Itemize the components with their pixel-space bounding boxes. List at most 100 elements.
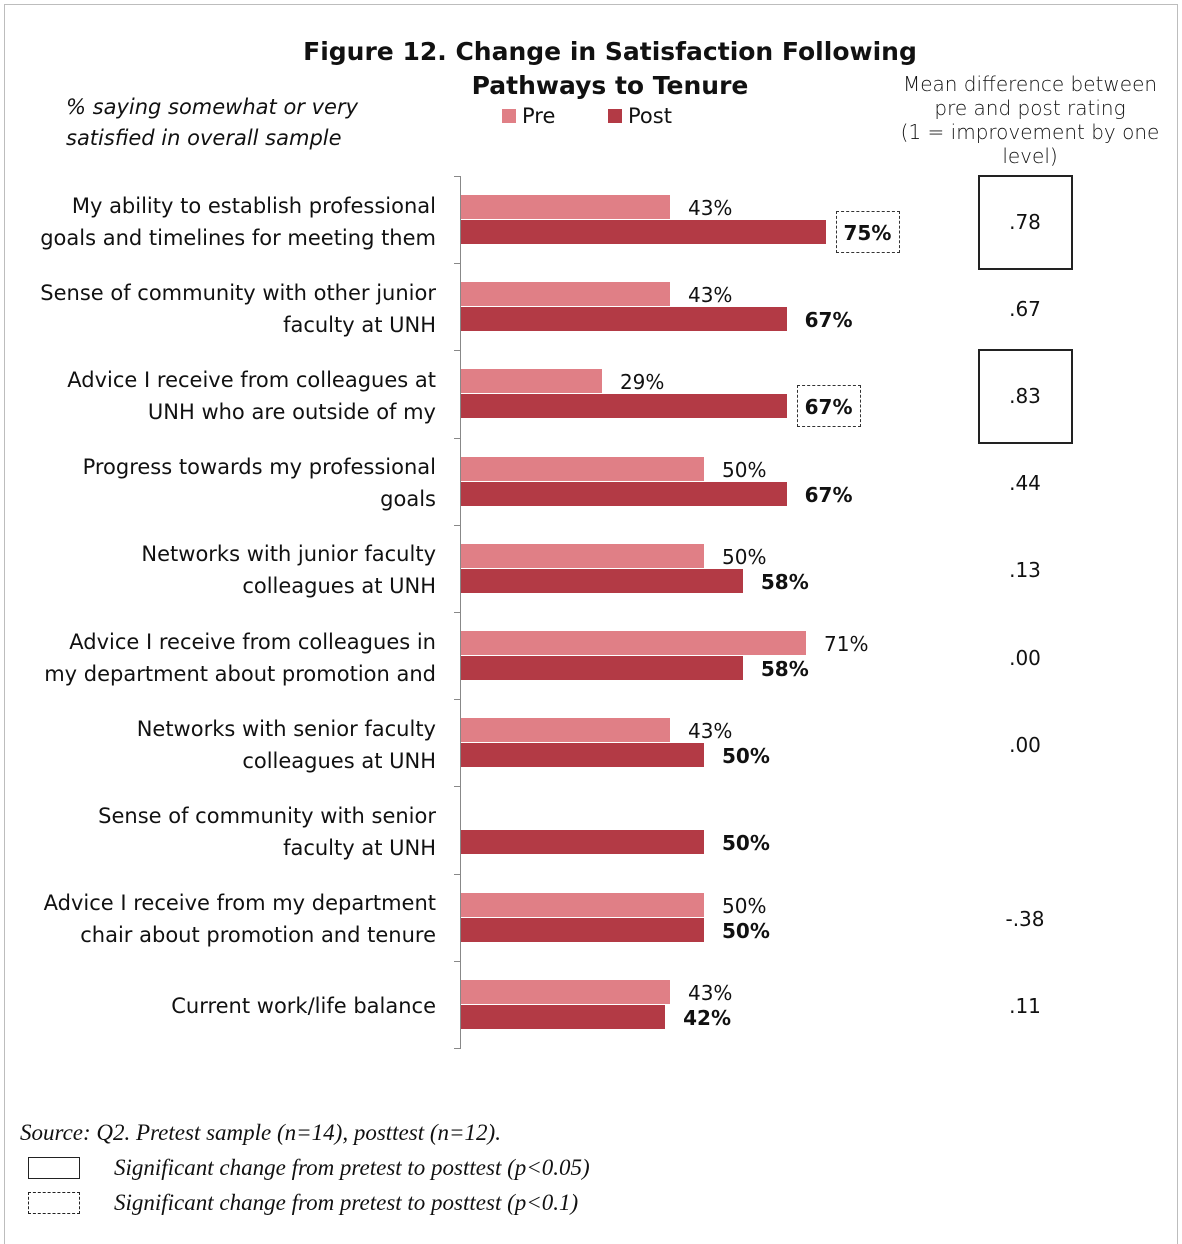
bar-post — [461, 656, 743, 680]
mean-header-line-1: Mean difference between — [902, 72, 1158, 96]
key-dashed-label: Significant change from pretest to postt… — [114, 1190, 579, 1215]
data-label-post: 50% — [722, 918, 770, 943]
category-label-line: chair about promotion and tenure — [80, 923, 436, 948]
data-label-pre: 43% — [687, 283, 733, 308]
data-label-pre: 43% — [687, 980, 733, 1005]
axis-tick — [454, 960, 461, 962]
data-label-post: 58% — [760, 569, 809, 594]
bar-post — [461, 481, 787, 506]
category-label-line: My ability to establish professional — [71, 193, 436, 218]
key-solid-label: Significant change from pretest to postt… — [114, 1155, 590, 1180]
axis-tick — [454, 350, 461, 352]
axis-tick — [454, 786, 461, 788]
mean-difference-value: -.38 — [1005, 907, 1045, 932]
significance-dashed-box — [835, 211, 900, 253]
bar-post — [461, 830, 704, 855]
mean-difference-value: .83 — [1009, 384, 1041, 408]
category-label-line: colleagues at UNH — [242, 574, 436, 599]
subtitle-line-2: satisfied in overall sample — [66, 126, 342, 150]
mean-difference-value: .78 — [1009, 209, 1041, 234]
legend-post: Post — [608, 104, 672, 128]
axis-tick — [454, 699, 461, 701]
significance-solid-box — [978, 349, 1073, 444]
category-label-line: Advice I receive from colleagues at — [67, 368, 436, 392]
axis-tick — [454, 263, 461, 265]
bar-post — [461, 568, 743, 593]
key-dashed: Significant change from pretest to postt… — [28, 1190, 578, 1216]
category-label-line: Sense of community with senior — [98, 804, 436, 828]
mean-header-line-4: level) — [1002, 144, 1058, 168]
category-label: Advice I receive from colleagues at UNH w… — [0, 364, 436, 428]
key-solid-box — [28, 1157, 80, 1179]
chart-subtitle: % saying somewhat or very satisfied in o… — [66, 92, 396, 154]
key-solid: Significant change from pretest to postt… — [28, 1155, 590, 1181]
bar-pre — [461, 979, 670, 1004]
mean-difference-value: .00 — [1009, 645, 1041, 670]
category-label: Networks with junior faculty colleagues a… — [0, 538, 436, 602]
key-dashed-box — [28, 1192, 80, 1214]
category-label-line: Advice I receive from colleagues in — [69, 629, 436, 654]
axis-tick — [454, 1048, 461, 1049]
bar-pre — [461, 456, 704, 481]
axis-tick — [454, 437, 461, 439]
data-label-post: 42% — [683, 1005, 731, 1030]
mean-difference-value: .67 — [1009, 296, 1041, 321]
category-label: My ability to establish professional goal… — [0, 190, 436, 254]
legend-pre-label: Pre — [522, 104, 556, 128]
category-label-line: UNH who are outside of my — [147, 400, 436, 424]
data-label-post: 67% — [804, 482, 853, 507]
bar-post — [461, 917, 704, 942]
category-label: Advice I receive from my department chair… — [0, 887, 436, 951]
axis-tick — [454, 176, 461, 177]
bar-pre — [461, 195, 670, 219]
category-label: Sense of community with other junior facu… — [0, 277, 436, 341]
axis-tick — [454, 612, 461, 613]
source-note: Source: Q2. Pretest sample (n=14), postt… — [20, 1120, 501, 1145]
category-label-line: colleagues at UNH — [242, 748, 436, 773]
category-label: Networks with senior faculty colleagues a… — [0, 713, 436, 777]
category-label: Advice I receive from colleagues in my de… — [0, 626, 436, 690]
mean-header-line-3: (1 = improvement by one — [900, 120, 1160, 144]
data-label-post: 50% — [722, 744, 770, 769]
bar-pre — [461, 282, 670, 307]
category-label-line: faculty at UNH — [283, 312, 436, 337]
data-label-pre: 43% — [687, 196, 733, 220]
mean-difference-value: .13 — [1009, 558, 1041, 583]
bar-post — [461, 220, 826, 244]
data-label-pre: 29% — [619, 370, 665, 395]
data-label-pre: 71% — [824, 632, 869, 656]
category-label: Sense of community with senior faculty at… — [0, 800, 436, 864]
category-label-line: Networks with senior faculty — [136, 716, 436, 741]
mean-difference-value: .11 — [1009, 994, 1041, 1019]
data-label-pre: 50% — [722, 457, 767, 482]
bar-post — [461, 394, 787, 419]
bar-post — [461, 743, 704, 768]
significance-solid-box — [978, 174, 1073, 270]
chart-title-line-1: Figure 12. Change in Satisfaction Follow… — [303, 37, 917, 66]
bar-pre — [461, 718, 670, 743]
data-label-pre: 43% — [687, 719, 733, 744]
chart-frame — [4, 4, 1178, 1244]
category-label-line: faculty at UNH — [283, 836, 436, 860]
axis-tick — [454, 524, 461, 526]
category-label: Current work/life balance — [0, 990, 436, 1022]
data-label-post: 58% — [760, 657, 809, 681]
category-label-line: Sense of community with other junior — [40, 280, 436, 305]
data-label-post: 67% — [804, 395, 853, 420]
bar-post — [461, 307, 787, 332]
category-label-line: Networks with junior faculty — [141, 542, 436, 567]
bar-pre — [461, 369, 602, 394]
legend-pre-swatch — [502, 109, 516, 123]
mean-difference-value: .00 — [1009, 732, 1041, 757]
category-label-line: goals — [380, 487, 436, 512]
legend-post-label: Post — [628, 104, 672, 128]
subtitle-line-1: % saying somewhat or very — [66, 95, 359, 119]
bar-post — [461, 1004, 666, 1029]
data-label-post: 67% — [804, 308, 853, 333]
legend-pre: Pre — [502, 104, 555, 128]
category-label-line: Progress towards my professional — [82, 455, 436, 480]
category-label: Progress towards my professional goals — [0, 451, 436, 515]
significance-dashed-box — [796, 385, 861, 428]
category-label-line: Advice I receive from my department — [43, 891, 436, 916]
data-label-pre: 50% — [722, 544, 767, 569]
